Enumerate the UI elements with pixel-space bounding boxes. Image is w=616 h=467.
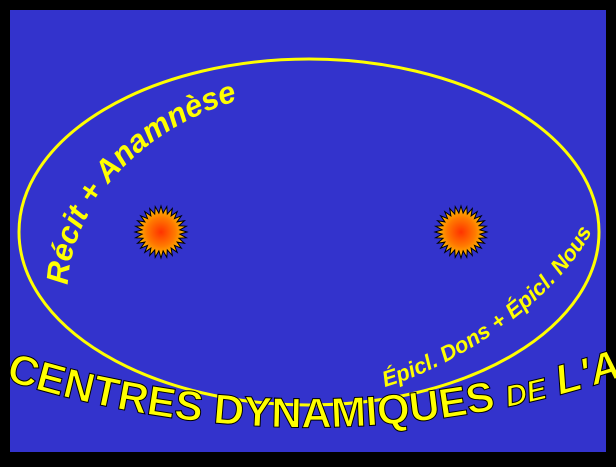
right-sun-icon [433, 204, 489, 260]
left-sun-icon [133, 204, 189, 260]
sun-rays [433, 204, 489, 260]
sun-rays [133, 204, 189, 260]
anaphora-ellipse [17, 57, 601, 407]
slide-background [8, 8, 608, 454]
